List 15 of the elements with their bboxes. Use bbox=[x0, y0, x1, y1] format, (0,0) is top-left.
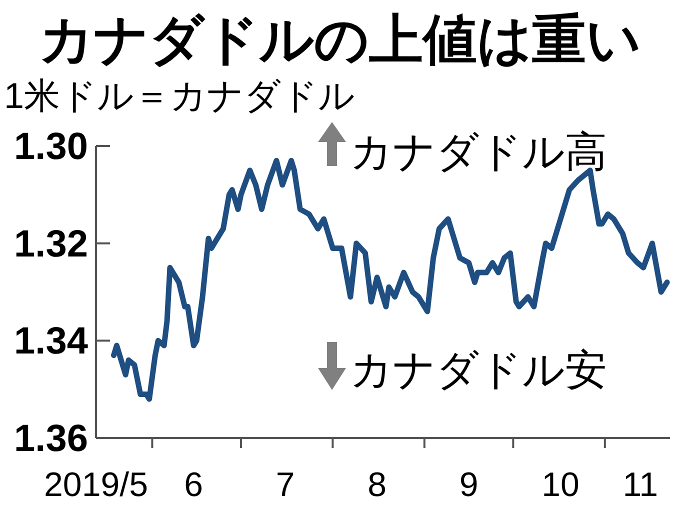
x-tick-label: 10 bbox=[542, 466, 580, 504]
x-tick-label: 8 bbox=[368, 466, 387, 504]
x-tick-label: 2019/5 bbox=[44, 466, 148, 504]
x-tick-label: 11 bbox=[622, 466, 658, 504]
y-tick-label: 1.34 bbox=[14, 320, 88, 363]
chart-title: カナダドルの上値は重い bbox=[39, 10, 641, 70]
x-tick-label: 6 bbox=[184, 466, 204, 504]
x-tick-label: 7 bbox=[276, 466, 295, 504]
y-tick-label: 1.30 bbox=[14, 126, 88, 168]
annotation: カナダドル安 bbox=[350, 346, 607, 393]
y-axis-title: 1米ドル＝カナダドル bbox=[4, 75, 356, 116]
annotation: カナダドル高 bbox=[350, 128, 607, 175]
y-tick-label: 1.32 bbox=[14, 223, 88, 266]
y-tick-label: 1.36 bbox=[14, 418, 88, 460]
x-tick-label: 9 bbox=[459, 466, 478, 504]
